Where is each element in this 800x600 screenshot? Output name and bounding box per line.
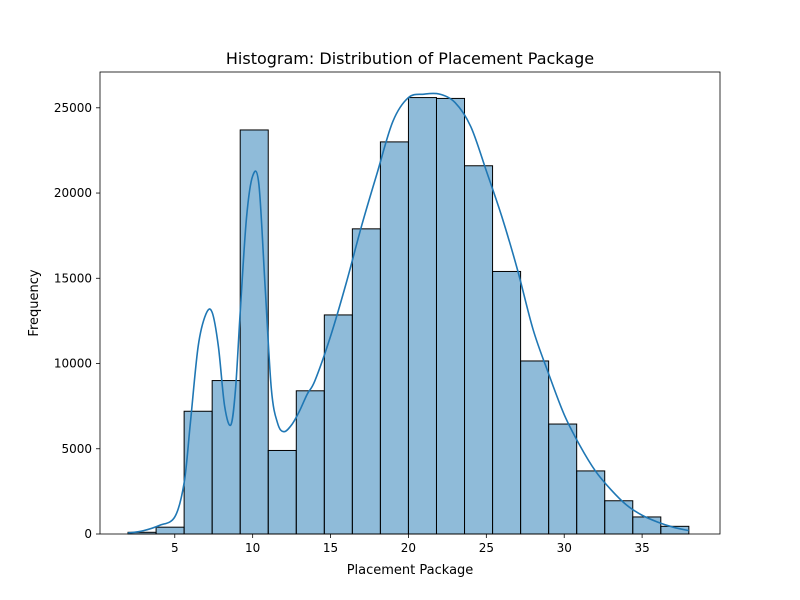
histogram-bar — [267, 449, 297, 535]
plot-frame — [99, 71, 721, 535]
y-tick-label: 20000 — [54, 186, 92, 200]
y-tick-label: 0 — [84, 527, 92, 541]
x-tick-label: 5 — [171, 541, 179, 555]
x-tick-label: 25 — [479, 541, 494, 555]
histogram-bar — [155, 526, 185, 535]
histogram-bar — [239, 129, 269, 535]
histogram-bar — [576, 470, 606, 535]
histogram-bar — [435, 97, 466, 535]
histogram-bar — [183, 410, 213, 535]
x-tick-label: 15 — [323, 541, 338, 555]
histogram-bar — [520, 360, 550, 535]
y-tick-label: 5000 — [61, 442, 92, 456]
histogram-bar — [379, 141, 409, 535]
x-tick-label: 30 — [557, 541, 572, 555]
y-tick-label: 25000 — [54, 101, 92, 115]
y-tick-label: 15000 — [54, 271, 92, 285]
histogram-bar — [548, 423, 578, 535]
x-tick-label: 10 — [245, 541, 260, 555]
x-tick-label: 35 — [634, 541, 649, 555]
histogram-bar — [464, 165, 494, 535]
kde-curve — [127, 92, 690, 534]
x-tick-label: 20 — [401, 541, 416, 555]
histogram-bar — [492, 270, 522, 535]
y-tick-label: 10000 — [54, 357, 92, 371]
chart-title: Histogram: Distribution of Placement Pac… — [226, 49, 594, 68]
histogram-bar — [323, 314, 353, 535]
histogram-bar — [211, 380, 241, 535]
histogram-bar — [632, 516, 662, 535]
histogram-bar — [407, 97, 437, 535]
histogram-bars — [127, 97, 690, 535]
histogram-bar — [295, 390, 325, 535]
x-axis-ticks: 5 10 15 20 25 30 35 — [171, 534, 650, 555]
histogram-bar — [351, 228, 381, 535]
y-axis-ticks: 0 5000 10000 15000 20000 25000 — [54, 101, 100, 541]
x-axis-label: Placement Package — [347, 563, 474, 578]
y-axis-label: Frequency — [27, 269, 42, 336]
